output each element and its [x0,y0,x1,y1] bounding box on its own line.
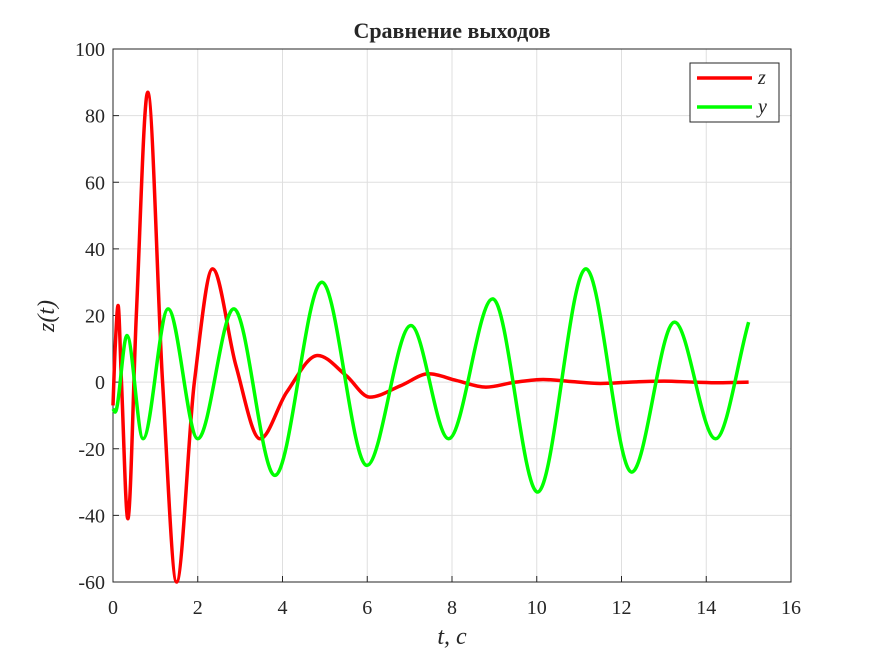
line [111,267,751,494]
x-tick-label: 6 [362,597,372,619]
x-tick-label: 12 [612,597,632,619]
y-tick-label: 80 [85,106,105,128]
y-axis-label: z(t) [34,300,60,333]
y-tick-label: -20 [78,439,105,461]
x-tick-label: 4 [278,597,288,619]
x-axis-label: t, c [437,624,467,650]
y-tick-label: 20 [85,306,105,328]
y-tick-label: 0 [95,372,105,394]
x-tick-label: 0 [108,597,118,619]
x-tick-label: 2 [193,597,203,619]
x-tick-label: 10 [527,597,547,619]
y-tick-label: -60 [78,572,105,594]
legend-box [689,62,780,123]
y-tick-label: 100 [75,39,105,61]
legend-label: y [756,96,767,118]
y-tick-label: 40 [85,239,105,261]
x-tick-label: 14 [696,597,716,619]
y-tick-label: 60 [85,172,105,194]
plot-frame [112,48,792,583]
chart-title: Сравнение выходов [353,18,550,43]
x-tick-label: 16 [781,597,801,619]
legend: zy [689,62,780,123]
legend-label: z [757,67,766,89]
x-tick-label: 8 [447,597,457,619]
y-tick-label: -40 [78,505,105,527]
